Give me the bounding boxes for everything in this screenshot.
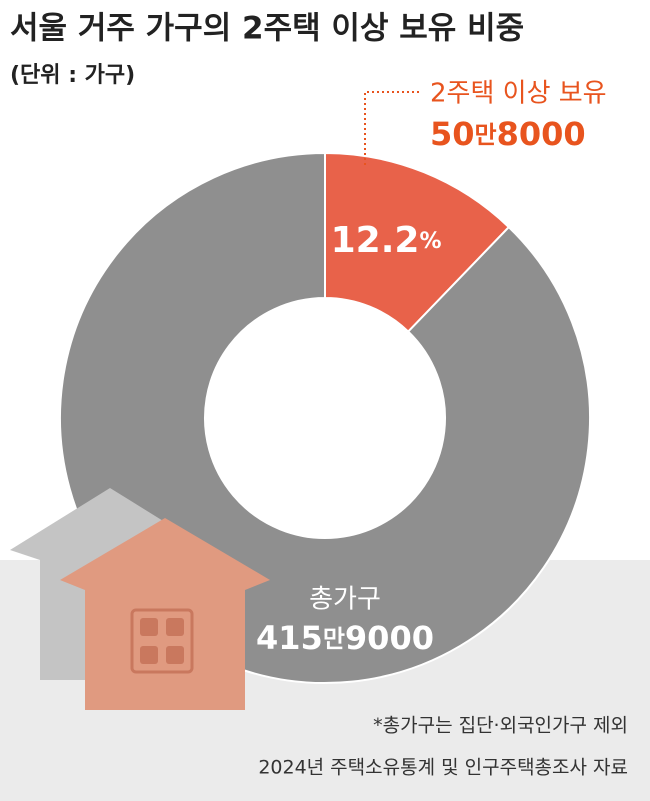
category-label: 2주택 이상 보유 (430, 79, 607, 109)
note: 2024년 주택소유통계 및 인구주택총조사 자료 (258, 757, 628, 779)
house-icons (10, 488, 270, 710)
chart-title: 서울 거주 가구의 2주택 이상 보유 비중 (10, 11, 524, 47)
chart-subtitle: (단위 : 가구) (10, 63, 135, 88)
total-value: 415만9000 (256, 619, 434, 657)
category-count: 50만8000 (430, 115, 586, 153)
value-label: 12.2% (331, 220, 442, 261)
total-label: 총가구 (309, 585, 381, 615)
note: *총가구는 집단·외국인가구 제외 (373, 715, 628, 737)
leader-line (364, 91, 420, 165)
